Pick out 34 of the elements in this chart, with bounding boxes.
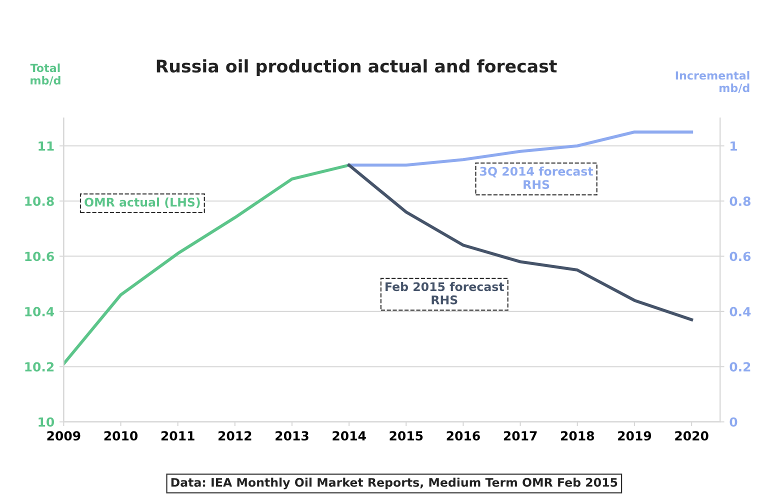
x-tick-label: 2014 [332,431,366,441]
x-tick-label: 2011 [161,431,194,441]
series-label: 3Q 2014 forecast RHS [480,166,594,189]
text: OMR actual (LHS) [84,198,200,208]
y2-tick-label: 0.6 [730,252,751,262]
y-tick-label: 10.2 [25,362,54,372]
y-tick-label: 10.8 [25,196,54,206]
x-tick-label: 2017 [504,431,537,441]
y-tick-label: 10 [38,417,54,427]
y-tick-label: 10.6 [25,252,54,262]
text: Feb 2015 forecast RHS [386,282,504,304]
y-axis-title: Total mb/d [30,64,60,86]
x-tick-label: 2010 [104,431,138,441]
chart-title: Russia oil production actual and forecast [156,59,557,76]
y2-tick-label: 1 [730,141,737,151]
y2-tick-label: 0.8 [730,196,750,206]
x-tick-label: 2015 [390,431,423,441]
x-tick-label: 2012 [218,431,252,441]
x-tick-label: 2009 [47,431,80,441]
y2-axis-title: Incremental mb/d [676,71,750,93]
y2-tick-label: 0.2 [730,362,750,372]
y2-tick-label: 0 [730,417,738,427]
x-tick-label: 2013 [276,431,308,441]
y2-tick-label: 0.4 [730,306,751,316]
line-series [64,164,351,366]
line-series [348,130,694,167]
text: Data: IEA Monthly Oil Market Reports, Medium Term OMR Feb 2015 [171,478,618,490]
y-tick-label: 10.4 [25,306,54,316]
x-tick-label: 2019 [618,431,652,441]
x-tick-label: 2016 [446,431,480,441]
x-tick-label: 2020 [675,431,708,441]
line-series [348,164,694,322]
y-tick-label: 11 [38,141,54,151]
x-tick-label: 2018 [560,431,594,441]
